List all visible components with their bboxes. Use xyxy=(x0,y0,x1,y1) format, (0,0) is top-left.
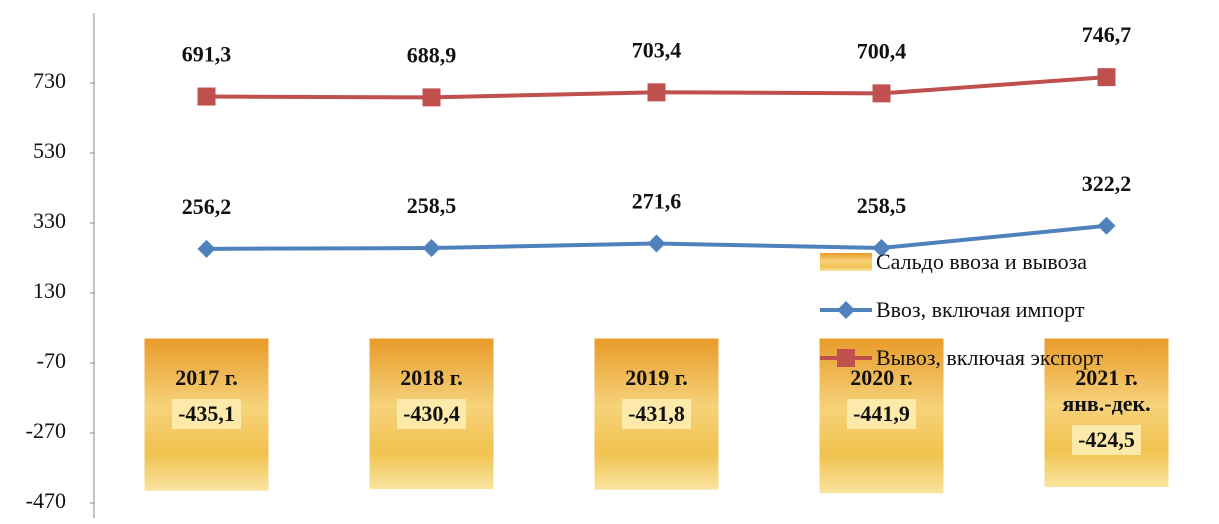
data-label: 256,2 xyxy=(182,194,232,219)
data-label: 703,4 xyxy=(632,37,682,62)
bar-label-group: 2018 г. -430,4 xyxy=(377,365,487,429)
data-label: 700,4 xyxy=(857,38,907,63)
bar-label-group: 2019 г. -431,8 xyxy=(602,365,712,429)
bar-value-label: -430,4 xyxy=(397,398,466,429)
y-tick-label: 530 xyxy=(33,138,66,163)
data-label: 258,5 xyxy=(407,193,457,218)
bar-value-label: -431,8 xyxy=(622,398,691,429)
y-tick-label: -470 xyxy=(26,488,66,513)
marker xyxy=(1097,216,1116,235)
marker xyxy=(647,234,666,253)
legend-swatch xyxy=(837,349,855,367)
data-label: 271,6 xyxy=(632,188,682,213)
bar-label-group: 2017 г. -435,1 xyxy=(152,365,262,429)
marker xyxy=(1097,68,1116,87)
category-label: 2018 г. xyxy=(400,364,463,390)
bar-label-group: 2020 г. -441,9 xyxy=(827,365,937,429)
marker xyxy=(197,87,216,106)
category-label: 2020 г. xyxy=(850,364,913,390)
y-tick-label: 130 xyxy=(33,278,66,303)
category-label: 2021 г. янв.-дек. xyxy=(1062,364,1151,416)
data-label: 258,5 xyxy=(857,193,907,218)
marker xyxy=(872,239,891,258)
data-label: 688,9 xyxy=(407,42,457,67)
marker xyxy=(422,239,441,258)
bar-value-label: -441,9 xyxy=(847,398,916,429)
bar-value-label: -435,1 xyxy=(172,398,241,429)
bar-label-group: 2021 г. янв.-дек. -424,5 xyxy=(1052,365,1162,455)
y-tick-label: 330 xyxy=(33,208,66,233)
marker xyxy=(872,84,891,103)
y-tick-label: -70 xyxy=(37,348,66,373)
data-label: 691,3 xyxy=(182,42,232,67)
legend-label: Вывоз, включая экспорт xyxy=(876,345,1103,370)
bar xyxy=(1044,338,1169,488)
legend-label: Сальдо ввоза и вывоза xyxy=(876,249,1087,274)
marker xyxy=(647,83,666,102)
marker xyxy=(197,239,216,258)
bar-value-label: -424,5 xyxy=(1072,424,1141,455)
category-label: 2019 г. xyxy=(625,364,688,390)
y-tick-label: 730 xyxy=(33,68,66,93)
y-tick-label: -270 xyxy=(26,418,66,443)
legend-swatch xyxy=(820,253,872,271)
category-label: 2017 г. xyxy=(175,364,238,390)
data-label: 322,2 xyxy=(1082,171,1132,196)
data-label: 746,7 xyxy=(1082,22,1132,47)
marker xyxy=(422,88,441,107)
legend-swatch xyxy=(837,301,855,319)
legend-label: Ввоз, включая импорт xyxy=(876,297,1085,322)
